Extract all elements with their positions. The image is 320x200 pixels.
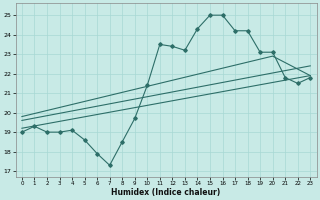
X-axis label: Humidex (Indice chaleur): Humidex (Indice chaleur) bbox=[111, 188, 221, 197]
